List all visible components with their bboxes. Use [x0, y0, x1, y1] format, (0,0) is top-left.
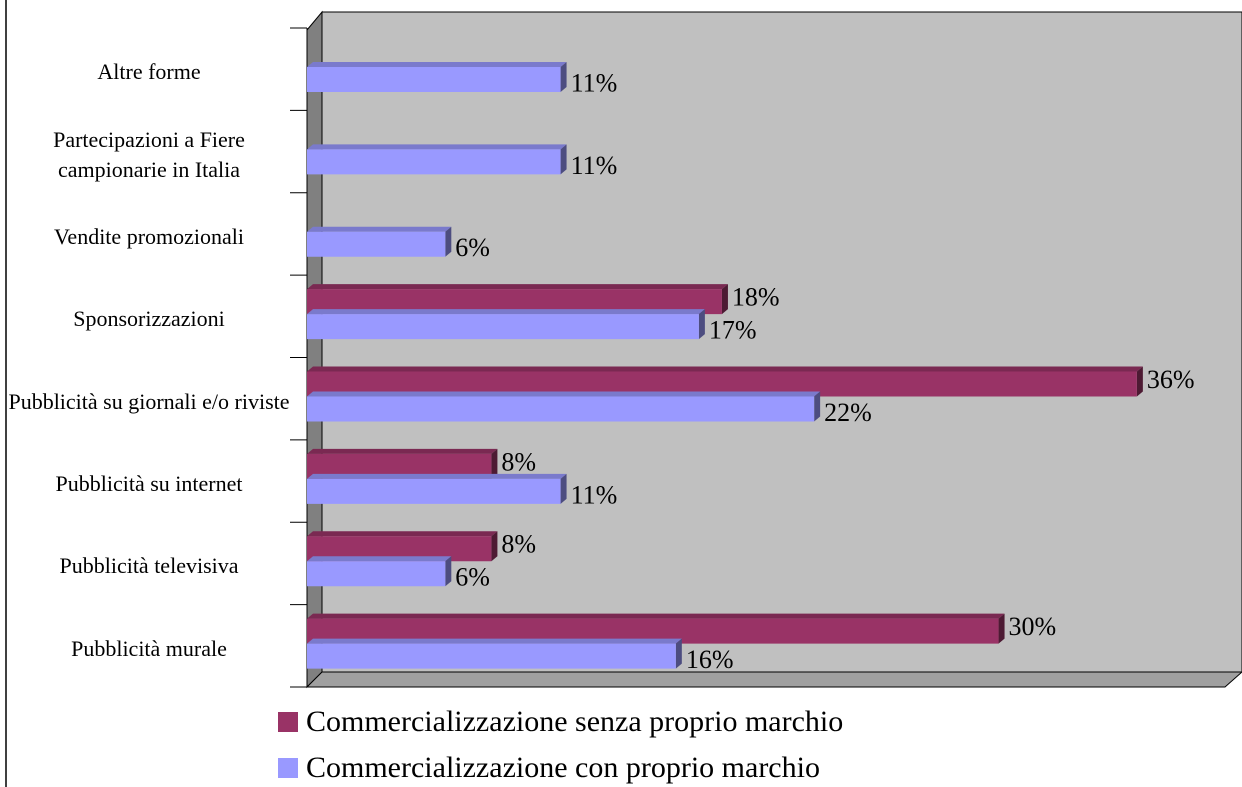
bar [307, 396, 815, 422]
bar-top [307, 448, 498, 454]
data-label: 11% [571, 68, 618, 97]
bar [307, 231, 446, 257]
bar [307, 314, 699, 340]
bar-top [307, 613, 1005, 619]
bar-top [307, 391, 821, 397]
bar-top [307, 62, 567, 67]
bar [307, 478, 561, 504]
legend-swatch [278, 712, 298, 732]
data-label: 11% [571, 151, 618, 180]
bar-top [307, 638, 682, 644]
data-label: 22% [824, 398, 872, 427]
bar-side [998, 613, 1005, 644]
bar-side [814, 391, 821, 422]
bar-side [698, 309, 705, 340]
data-label: 36% [1147, 365, 1195, 394]
data-label: 11% [571, 480, 618, 509]
bar-side [560, 144, 567, 175]
legend-label: Commercializzazione senza proprio marchi… [306, 705, 843, 738]
bar-top [307, 556, 452, 562]
bar-side [1136, 366, 1143, 397]
bar [307, 67, 561, 92]
bar-side [491, 531, 498, 562]
category-label: Pubblicità su internet [55, 471, 243, 497]
category-label: Altre forme [97, 59, 201, 85]
bar-top [307, 531, 498, 537]
category-label: Pubblicità su giornali e/o riviste [8, 388, 290, 414]
bar [307, 643, 676, 669]
bar-top [307, 284, 728, 290]
data-label: 18% [732, 283, 780, 312]
category-label: Vendite promozionali [53, 223, 244, 249]
category-label: Sponsorizzazioni [73, 306, 225, 332]
bar-top [307, 144, 567, 150]
bar-top [307, 226, 452, 232]
data-label: 6% [455, 233, 490, 262]
data-label: 6% [455, 563, 490, 592]
bar-side [675, 638, 682, 669]
bar [307, 561, 446, 587]
bar-side [560, 62, 567, 92]
category-label: Partecipazioni a Fiere campionarie in It… [53, 126, 245, 182]
category-label: Pubblicità murale [71, 635, 227, 661]
data-label: 30% [1009, 612, 1057, 641]
legend-label: Commercializzazione con proprio marchio [306, 751, 820, 784]
bar-top [307, 309, 705, 315]
data-label: 8% [501, 447, 536, 476]
bar [307, 149, 561, 175]
bar-side [560, 473, 567, 504]
bar-side [445, 556, 452, 587]
data-label: 17% [709, 316, 757, 345]
category-label: Pubblicità televisiva [59, 553, 239, 579]
bar-side [721, 284, 728, 315]
bar-top [307, 366, 1143, 372]
floor [305, 671, 1242, 688]
bar-top [307, 473, 567, 479]
bar-side [491, 448, 498, 479]
data-label: 8% [501, 530, 536, 559]
bar-side [445, 226, 452, 257]
legend-swatch [278, 758, 298, 778]
data-label: 16% [686, 645, 734, 674]
